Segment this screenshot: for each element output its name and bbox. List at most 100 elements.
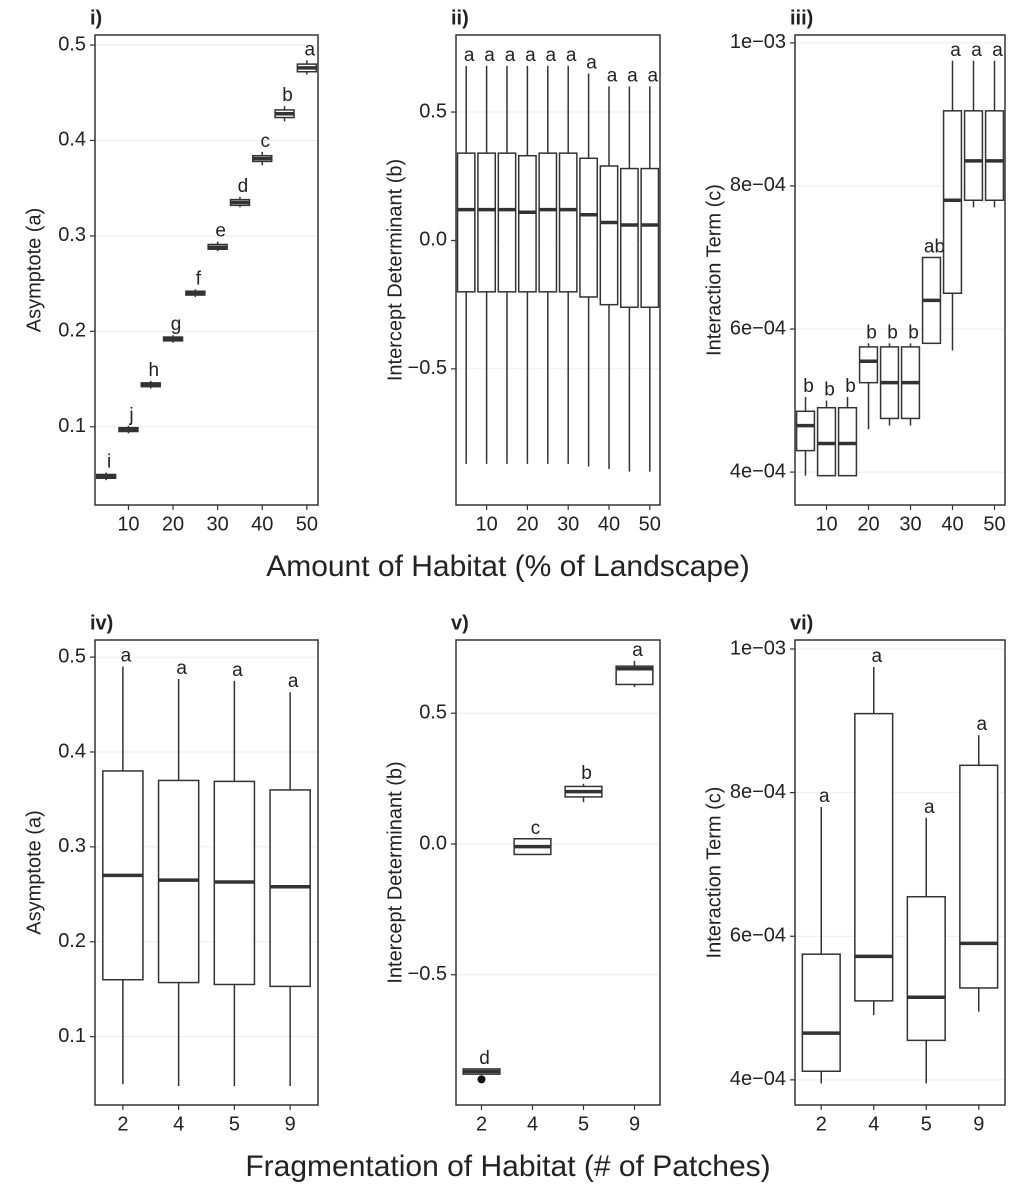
significance-letter: j [128,405,133,426]
significance-letter: c [531,818,541,839]
box [615,665,654,686]
panel: −0.5 0.0 0.5 ii) Intercept Determinant (b) a 1… [384,7,661,535]
x-tick-label: 40 [598,513,620,535]
y-tick-label: 8e−04 [730,781,786,803]
x-tick-label: 10 [117,513,139,535]
significance-letter: a [607,65,618,86]
x-tick-label: 4 [868,1113,879,1135]
y-tick-label: 1e−03 [730,637,786,659]
x-tick-label: 50 [983,513,1005,535]
significance-letter: a [632,640,643,661]
y-tick-label: 0.1 [58,415,86,437]
significance-letter: b [581,763,592,784]
y-tick-label: 0.5 [58,645,86,667]
significance-letter: a [976,714,987,735]
significance-letter: e [215,221,226,242]
box [477,152,497,293]
box [854,712,894,1002]
x-tick-label: 4 [173,1113,184,1135]
significance-letter: a [232,660,243,681]
y-axis-label: Interaction Term (c) [703,787,725,959]
x-tick-label: 30 [557,513,579,535]
y-tick-label: 0.5 [419,100,447,122]
significance-letter: a [525,45,536,66]
x-tick-label: 40 [251,513,273,535]
box [795,410,816,452]
significance-letter: a [950,40,961,61]
box [984,110,1005,202]
significance-letter: a [121,646,132,667]
box [837,406,858,477]
y-axis-label: Intercept Determinant (b) [384,761,406,983]
significance-letter: a [176,658,187,679]
plot-frame [94,34,319,506]
significance-letter: b [803,376,814,397]
significance-letter: d [238,176,249,197]
y-tick-label: 6e−04 [730,925,786,947]
x-tick-label: 10 [815,513,837,535]
significance-letter: g [171,314,182,335]
plot-frame [455,34,661,506]
significance-letter: a [566,45,577,66]
x-tick-label: 30 [899,513,921,535]
x-tick-label: 50 [296,513,318,535]
x-tick-label: 30 [207,513,229,535]
y-axis-label: Interaction Term (c) [703,184,725,356]
box [599,165,619,306]
outlier [477,1075,486,1084]
significance-letter: a [924,797,935,818]
y-tick-label: 0.0 [419,229,447,251]
y-axis-label: Intercept Determinant (b) [384,159,406,381]
y-tick-label: 0.5 [419,702,447,724]
y-tick-label: 0.3 [58,835,86,857]
significance-letter: b [824,380,835,401]
y-tick-label: −0.5 [408,357,447,379]
significance-letter: a [648,65,659,86]
x-tick-label: 20 [857,513,879,535]
panel: 0.1 0.2 0.3 0.4 0.5iv) Asymptote (a) 2 a 4 a 5 a 9 a [23,612,319,1135]
box [906,895,946,1042]
shared-x-label: Fragmentation of Habitat (# of Patches) [245,1150,770,1183]
significance-letter: a [484,45,495,66]
x-tick-label: 2 [117,1113,128,1135]
significance-letter: ab [924,236,945,257]
panel-label: ii) [451,7,469,29]
x-tick-label: 5 [229,1113,240,1135]
significance-letter: c [261,131,271,152]
significance-letter: a [819,786,830,807]
box [579,157,599,298]
y-tick-label: 0.2 [58,930,86,952]
x-tick-label: 9 [285,1113,296,1135]
x-tick-label: 2 [816,1113,827,1135]
plot-frame [794,34,1006,506]
y-tick-label: 0.1 [58,1025,86,1047]
x-tick-label: 5 [578,1113,589,1135]
x-tick-label: 20 [162,513,184,535]
y-tick-label: 4e−04 [730,460,786,482]
y-tick-label: 4e−04 [730,1068,786,1090]
box [959,764,999,989]
box [858,346,879,384]
y-tick-label: 0.4 [58,740,86,762]
box [619,167,639,308]
x-tick-label: 50 [639,513,661,535]
significance-letter: b [282,85,293,106]
significance-letter: i [107,452,111,473]
plot-frame [794,639,1006,1106]
y-tick-label: 6e−04 [730,317,786,339]
y-tick-label: 0.2 [58,320,86,342]
panel-label: i) [90,7,102,29]
significance-letter: a [546,45,557,66]
significance-letter: b [866,322,877,343]
panel-label: vi) [790,612,813,634]
y-tick-label: 0.3 [58,224,86,246]
y-tick-label: 8e−04 [730,174,786,196]
box [456,152,476,293]
plot-frame [455,639,661,1106]
significance-letter: a [464,45,475,66]
x-tick-label: 20 [516,513,538,535]
significance-letter: b [908,322,919,343]
